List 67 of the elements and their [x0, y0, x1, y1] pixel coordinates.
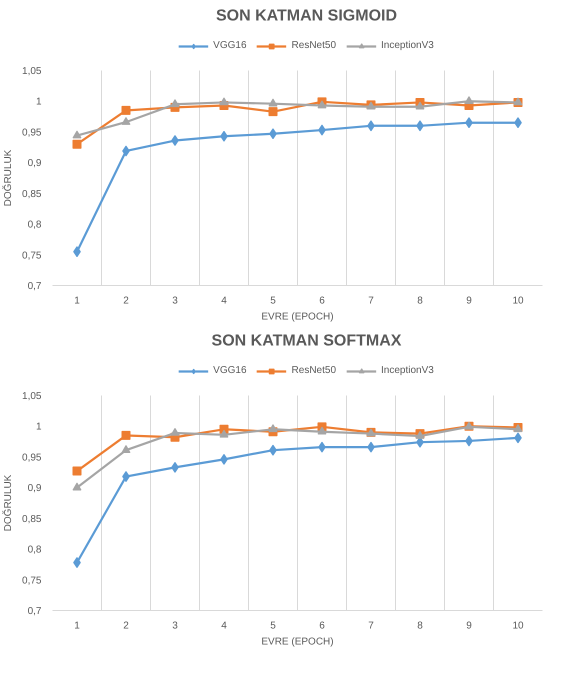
point	[72, 466, 82, 476]
point	[318, 426, 326, 435]
legend-label: VGG16	[213, 364, 247, 376]
x-tick-label: 1	[74, 620, 80, 632]
legend-label: VGG16	[213, 40, 247, 52]
x-tick-label: 9	[466, 620, 472, 632]
y-tick-label: 1,05	[22, 391, 42, 402]
x-tick-label: 10	[512, 620, 524, 632]
x-tick-label: 1	[74, 296, 80, 306]
x-axis-title: EVRE (EPOCH)	[261, 636, 334, 648]
y-tick-label: 1	[36, 422, 42, 433]
point	[416, 102, 424, 110]
y-tick-label: 0,85	[22, 188, 42, 200]
y-tick-label: 0,75	[22, 250, 42, 262]
x-tick-label: 9	[466, 296, 472, 306]
chart-title: SON KATMAN SOFTMAX	[212, 332, 402, 350]
point	[170, 99, 180, 108]
y-tick-label: 0,8	[28, 544, 42, 556]
point	[72, 130, 82, 138]
y-axis-title: DOĞRULUK	[2, 149, 14, 206]
y-tick-label: 0,95	[22, 127, 42, 138]
x-tick-label: 4	[221, 296, 228, 306]
legend-label: InceptionV3	[381, 364, 434, 376]
y-tick-label: 0,8	[28, 220, 42, 231]
x-tick-label: 6	[319, 296, 326, 306]
legend-label: InceptionV3	[381, 40, 434, 52]
point	[318, 100, 326, 108]
point	[268, 107, 278, 116]
point	[268, 98, 278, 106]
y-tick-label: 1,05	[22, 66, 42, 77]
legend-label: ResNet50	[292, 364, 336, 376]
point	[122, 106, 130, 115]
point	[122, 430, 130, 440]
x-axis-title: EVRE (EPOCH)	[261, 312, 334, 322]
x-tick-label: 10	[512, 296, 524, 306]
point	[464, 96, 474, 104]
y-tick-label: 0,7	[28, 606, 42, 617]
point	[72, 140, 82, 149]
y-tick-label: 0,7	[28, 281, 42, 292]
x-tick-label: 3	[172, 620, 178, 632]
y-tick-label: 0,95	[22, 452, 42, 464]
chart-title: SON KATMAN SIGMOID	[216, 8, 398, 24]
x-tick-label: 6	[319, 620, 326, 632]
x-tick-label: 7	[368, 296, 374, 306]
y-tick-label: 1	[36, 96, 42, 108]
y-tick-label: 0,9	[28, 483, 42, 494]
x-tick-label: 3	[172, 296, 178, 306]
point	[220, 430, 228, 438]
x-tick-label: 5	[270, 296, 276, 306]
y-tick-label: 0,75	[22, 575, 42, 586]
x-tick-label: 4	[221, 620, 228, 632]
point	[268, 424, 278, 432]
y-tick-label: 0,85	[22, 514, 42, 525]
point	[72, 482, 82, 490]
y-tick-label: 0,9	[28, 158, 42, 170]
x-tick-label: 2	[123, 620, 130, 632]
y-axis-title: DOĞRULUK	[2, 474, 14, 532]
point	[122, 116, 130, 125]
point	[122, 445, 130, 453]
point	[170, 428, 180, 436]
x-tick-label: 2	[123, 296, 130, 306]
legend-label: ResNet50	[292, 40, 336, 52]
x-tick-label: 8	[417, 620, 424, 632]
x-tick-label: 8	[417, 296, 424, 306]
x-tick-label: 5	[270, 620, 276, 632]
point	[220, 97, 228, 106]
x-tick-label: 7	[368, 620, 374, 632]
